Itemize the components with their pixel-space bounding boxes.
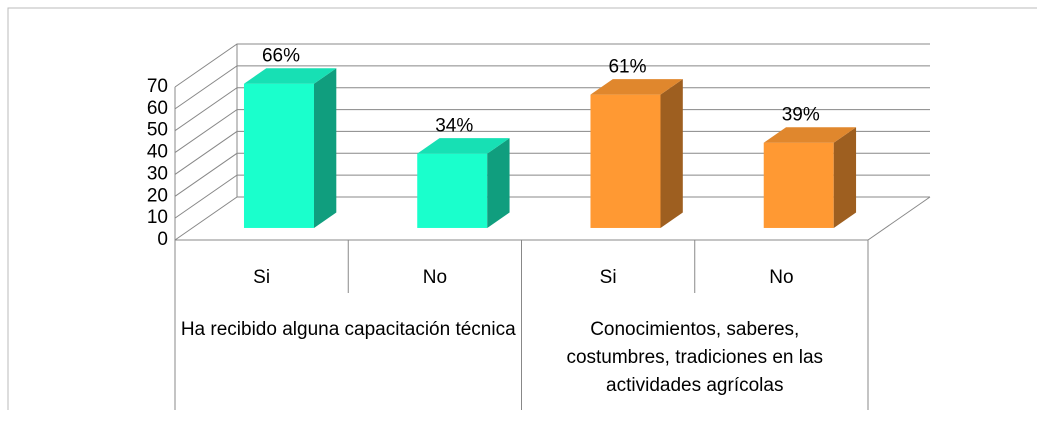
bar-top: [590, 79, 683, 95]
bar-side: [833, 127, 857, 228]
bar-side: [487, 138, 510, 228]
x-tick-label: Si: [253, 267, 270, 288]
y-tick-label: 10: [147, 207, 168, 228]
bar-side: [660, 79, 683, 228]
frame: [7, 7, 1037, 410]
y-tick-label: 60: [147, 98, 168, 119]
data-label: 66%: [262, 46, 300, 67]
bar-top: [417, 138, 510, 154]
bar: [763, 142, 834, 228]
bar: [243, 83, 314, 228]
bar: [590, 94, 661, 228]
y-tick-label: 40: [147, 142, 168, 163]
y-tick-label: 30: [147, 163, 168, 184]
bar-side: [313, 68, 337, 228]
x-tick-label: Si: [600, 267, 617, 288]
bar-top: [243, 68, 337, 84]
x-tick-label: No: [423, 267, 447, 288]
bar: [417, 153, 488, 228]
axis-line: [867, 196, 931, 241]
y-tick-label: 70: [147, 76, 168, 97]
group-label: Conocimientos, saberes, costumbres, trad…: [566, 319, 824, 396]
y-tick-label: 50: [147, 120, 168, 141]
y-tick-label: 0: [157, 229, 168, 250]
group-label: Ha recibido alguna capacitación técnica: [180, 319, 516, 340]
x-tick-label: No: [769, 267, 793, 288]
data-label: 34%: [435, 116, 473, 137]
y-tick-label: 20: [147, 185, 168, 206]
data-label: 61%: [608, 57, 646, 78]
bar-top: [763, 127, 857, 143]
data-label: 39%: [782, 105, 820, 126]
